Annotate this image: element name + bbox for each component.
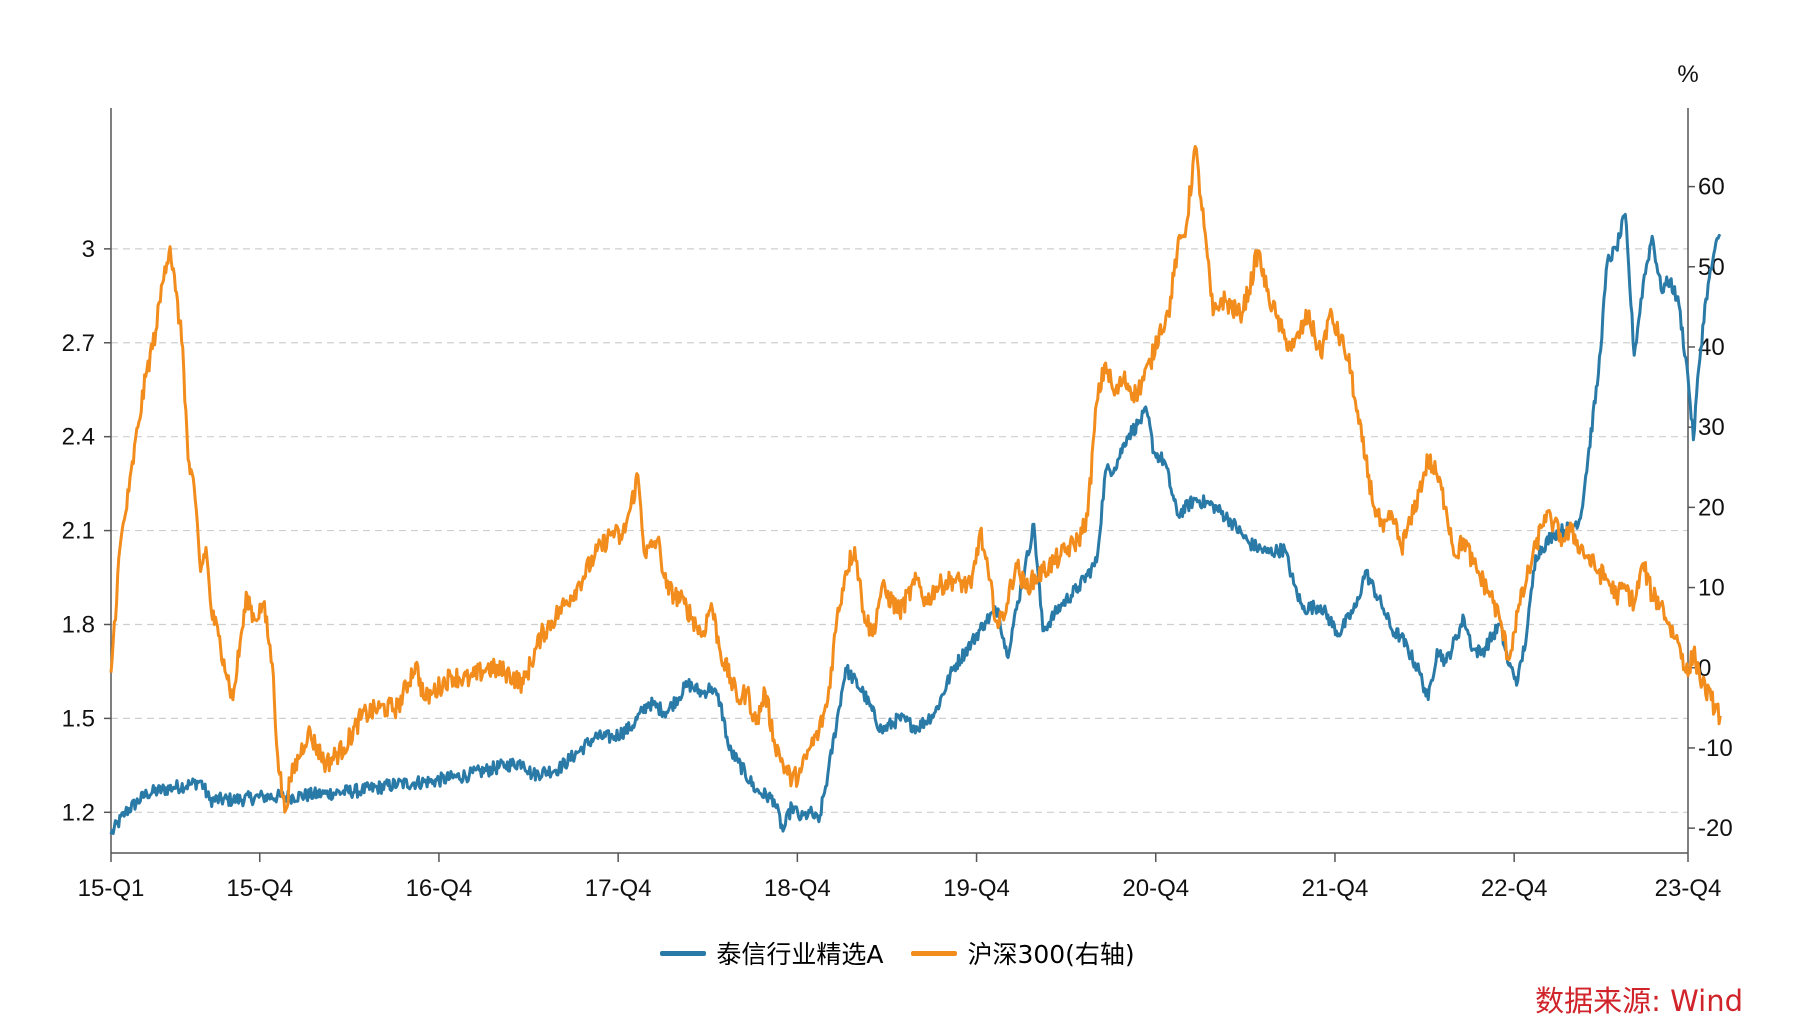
right-tick-label: -20: [1698, 815, 1733, 842]
right-axis-unit: %: [1677, 61, 1698, 88]
right-tick-label: 60: [1698, 174, 1725, 201]
legend-swatch-index: [911, 950, 958, 956]
left-tick-label: 1.2: [62, 799, 95, 826]
x-tick-label: 16-Q4: [406, 875, 473, 902]
left-tick-label: 2.7: [62, 330, 95, 357]
right-tick-label: -10: [1698, 735, 1733, 762]
right-tick-label: 30: [1698, 414, 1725, 441]
left-tick-label: 1.8: [62, 611, 95, 638]
legend-item-index: 沪深300(右轴): [911, 935, 1135, 971]
left-tick-label: 3: [82, 236, 95, 263]
left-tick-label: 2.1: [62, 518, 95, 545]
left-tick-label: 2.4: [62, 424, 95, 451]
x-tick-label: 21-Q4: [1302, 875, 1369, 902]
legend-label-index: 沪深300(右轴): [967, 940, 1135, 969]
right-tick-label: 20: [1698, 494, 1725, 521]
x-tick-label: 17-Q4: [585, 875, 652, 902]
x-tick-label: 18-Q4: [764, 875, 831, 902]
left-tick-label: 1.5: [62, 705, 95, 732]
series-line-index: [109, 145, 1722, 814]
x-tick-label: 20-Q4: [1122, 875, 1189, 902]
right-tick-label: 0: [1698, 655, 1711, 682]
series-layer: [109, 145, 1722, 835]
legend-label-fund: 泰信行业精选A: [716, 940, 884, 969]
x-tick-label: 15-Q4: [226, 875, 293, 902]
source-note: 数据来源: Wind: [1535, 984, 1743, 1018]
legend-item-fund: 泰信行业精选A: [660, 935, 883, 971]
series-line-fund: [109, 212, 1722, 835]
right-tick-label: 10: [1698, 575, 1725, 602]
legend: 泰信行业精选A 沪深300(右轴): [0, 935, 1795, 971]
x-tick-label: 23-Q4: [1655, 875, 1722, 902]
grid-lines: [111, 248, 1688, 813]
x-tick-label: 19-Q4: [943, 875, 1010, 902]
axes: 1.21.51.82.12.42.73-20-10010203040506015…: [62, 108, 1733, 902]
x-tick-label: 22-Q4: [1481, 875, 1548, 902]
x-tick-label: 15-Q1: [78, 875, 145, 902]
legend-swatch-fund: [660, 950, 707, 956]
